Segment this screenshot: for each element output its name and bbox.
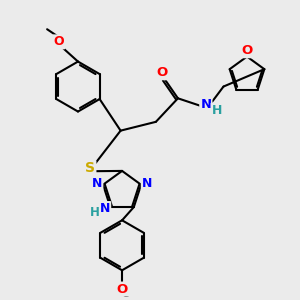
Text: O: O [157, 66, 168, 79]
Text: O: O [116, 283, 128, 296]
Text: N: N [92, 177, 102, 190]
Text: H: H [90, 206, 100, 220]
Text: S: S [85, 161, 95, 175]
Text: H: H [212, 103, 222, 117]
Text: N: N [142, 177, 152, 190]
Text: O: O [54, 35, 64, 48]
Text: N: N [100, 202, 110, 215]
Text: O: O [242, 44, 253, 57]
Text: N: N [200, 98, 211, 111]
